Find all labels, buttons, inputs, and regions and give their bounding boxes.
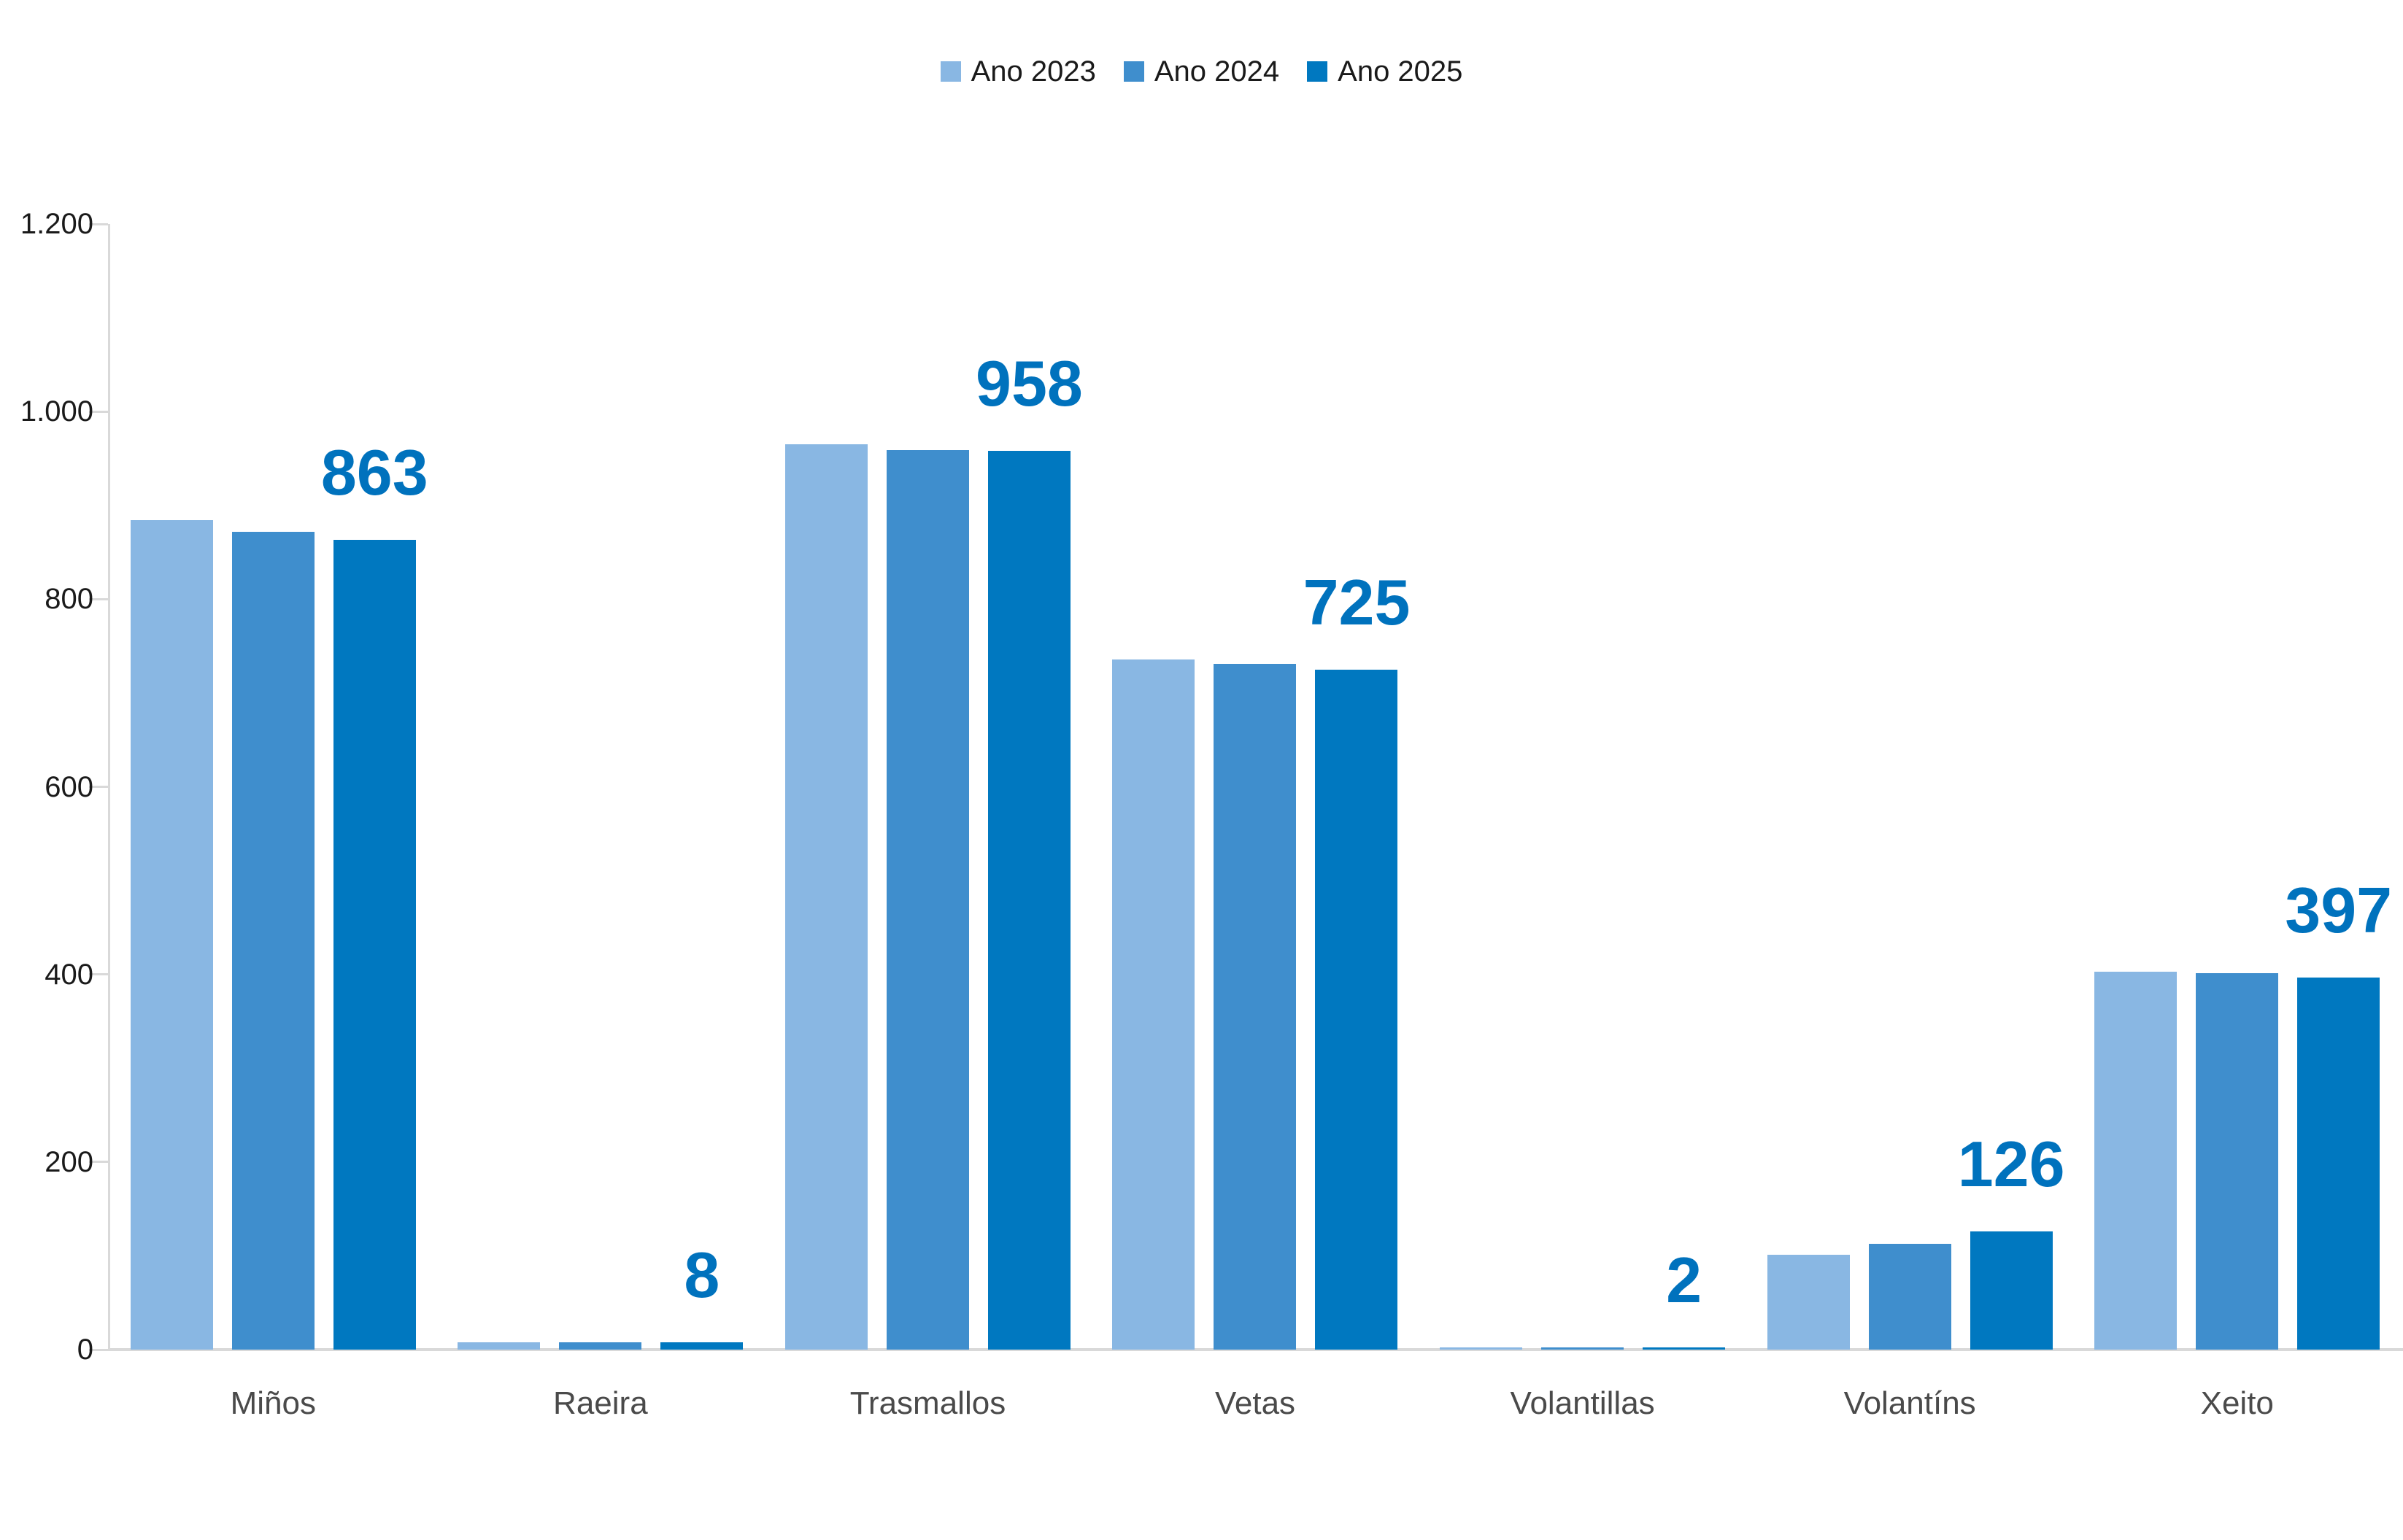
bar-volantillas-ano-2023 [1440, 1347, 1523, 1350]
x-axis-label-miños: Miños [230, 1385, 316, 1421]
y-axis-tick [89, 410, 108, 413]
y-axis-tick [89, 1161, 108, 1164]
bar-volantillas-ano-2025 [1643, 1347, 1726, 1350]
y-axis-tick [89, 1348, 108, 1351]
bar-group-trasmallos: 958 [764, 224, 1092, 1350]
y-axis-line [108, 224, 110, 1350]
bar-vetas-ano-2024 [1214, 664, 1297, 1350]
data-label-vetas: 725 [1303, 565, 1411, 638]
bar-miños-ano-2024 [231, 531, 315, 1350]
bar-raeira-ano-2023 [458, 1342, 541, 1350]
legend-swatch-icon [940, 61, 961, 82]
plot-area: 863 8 958 725 2 126 397 [109, 224, 2401, 1350]
bar-trasmallos-ano-2025 [987, 451, 1071, 1350]
legend-swatch-icon [1123, 61, 1144, 82]
data-label-miños: 863 [320, 436, 428, 509]
bar-group-volantíns: 126 [1746, 224, 2074, 1350]
bar-group-vetas: 725 [1092, 224, 1419, 1350]
legend-label: Ano 2024 [1154, 55, 1280, 88]
y-axis-tick [89, 223, 108, 225]
x-axis-label-vetas: Vetas [1214, 1385, 1296, 1421]
y-axis-tick-label: 200 [45, 1145, 93, 1178]
bar-miños-ano-2025 [333, 540, 416, 1350]
bar-raeira-ano-2025 [660, 1342, 744, 1350]
legend: Ano 2023 Ano 2024 Ano 2025 [0, 57, 2403, 86]
bar-group-miños: 863 [109, 224, 437, 1350]
data-label-trasmallos: 958 [976, 347, 1083, 420]
legend-label: Ano 2025 [1338, 55, 1463, 88]
y-axis-tick [89, 597, 108, 600]
bar-group-volantillas: 2 [1419, 224, 1746, 1350]
legend-item-ano-2023: Ano 2023 [940, 55, 1096, 88]
y-axis-tick-label: 400 [45, 958, 93, 991]
legend-item-ano-2024: Ano 2024 [1123, 55, 1280, 88]
data-label-volantíns: 126 [1957, 1128, 2065, 1200]
bar-trasmallos-ano-2023 [784, 444, 868, 1350]
y-axis-tick-label: 800 [45, 583, 93, 616]
bar-vetas-ano-2023 [1112, 659, 1195, 1350]
legend-item-ano-2025: Ano 2025 [1307, 57, 1462, 86]
legend-swatch-icon [1307, 61, 1328, 82]
bar-trasmallos-ano-2024 [886, 449, 969, 1350]
bar-miños-ano-2023 [130, 520, 213, 1350]
x-axis-label-volantíns: Volantíns [1843, 1385, 1976, 1421]
legend-label: Ano 2023 [971, 55, 1096, 88]
data-label-raeira: 8 [684, 1238, 720, 1311]
y-axis-tick-label: 1.000 [20, 395, 93, 428]
y-axis-tick-label: 0 [77, 1334, 93, 1366]
bar-volantíns-ano-2025 [1970, 1231, 2053, 1350]
y-axis-tick-label: 600 [45, 770, 93, 803]
bar-group-xeito: 397 [2073, 224, 2401, 1350]
y-axis-tick-label: 1.200 [20, 208, 93, 240]
x-axis-label-trasmallos: Trasmallos [849, 1385, 1006, 1421]
bar-xeito-ano-2025 [2297, 977, 2380, 1350]
data-label-xeito: 397 [2285, 873, 2393, 946]
bar-raeira-ano-2024 [559, 1342, 642, 1350]
x-axis-label-raeira: Raeira [553, 1385, 648, 1421]
x-axis-label-volantillas: Volantillas [1510, 1385, 1655, 1421]
bar-group-raeira: 8 [437, 224, 765, 1350]
y-axis-tick [89, 973, 108, 976]
x-axis-label-xeito: Xeito [2200, 1385, 2274, 1421]
x-axis-line [108, 1348, 2403, 1351]
bar-xeito-ano-2024 [2196, 973, 2279, 1350]
x-axis-labels: Miños Raeira Trasmallos Vetas Volantillas Vol… [109, 1385, 2401, 1423]
bar-xeito-ano-2023 [2094, 971, 2178, 1350]
y-axis-tick [89, 786, 108, 788]
bar-volantillas-ano-2024 [1541, 1347, 1624, 1350]
bar-volantíns-ano-2023 [1767, 1255, 1850, 1350]
data-label-volantillas: 2 [1666, 1244, 1702, 1317]
bar-volantíns-ano-2024 [1868, 1243, 1951, 1350]
bar-vetas-ano-2025 [1315, 669, 1398, 1350]
